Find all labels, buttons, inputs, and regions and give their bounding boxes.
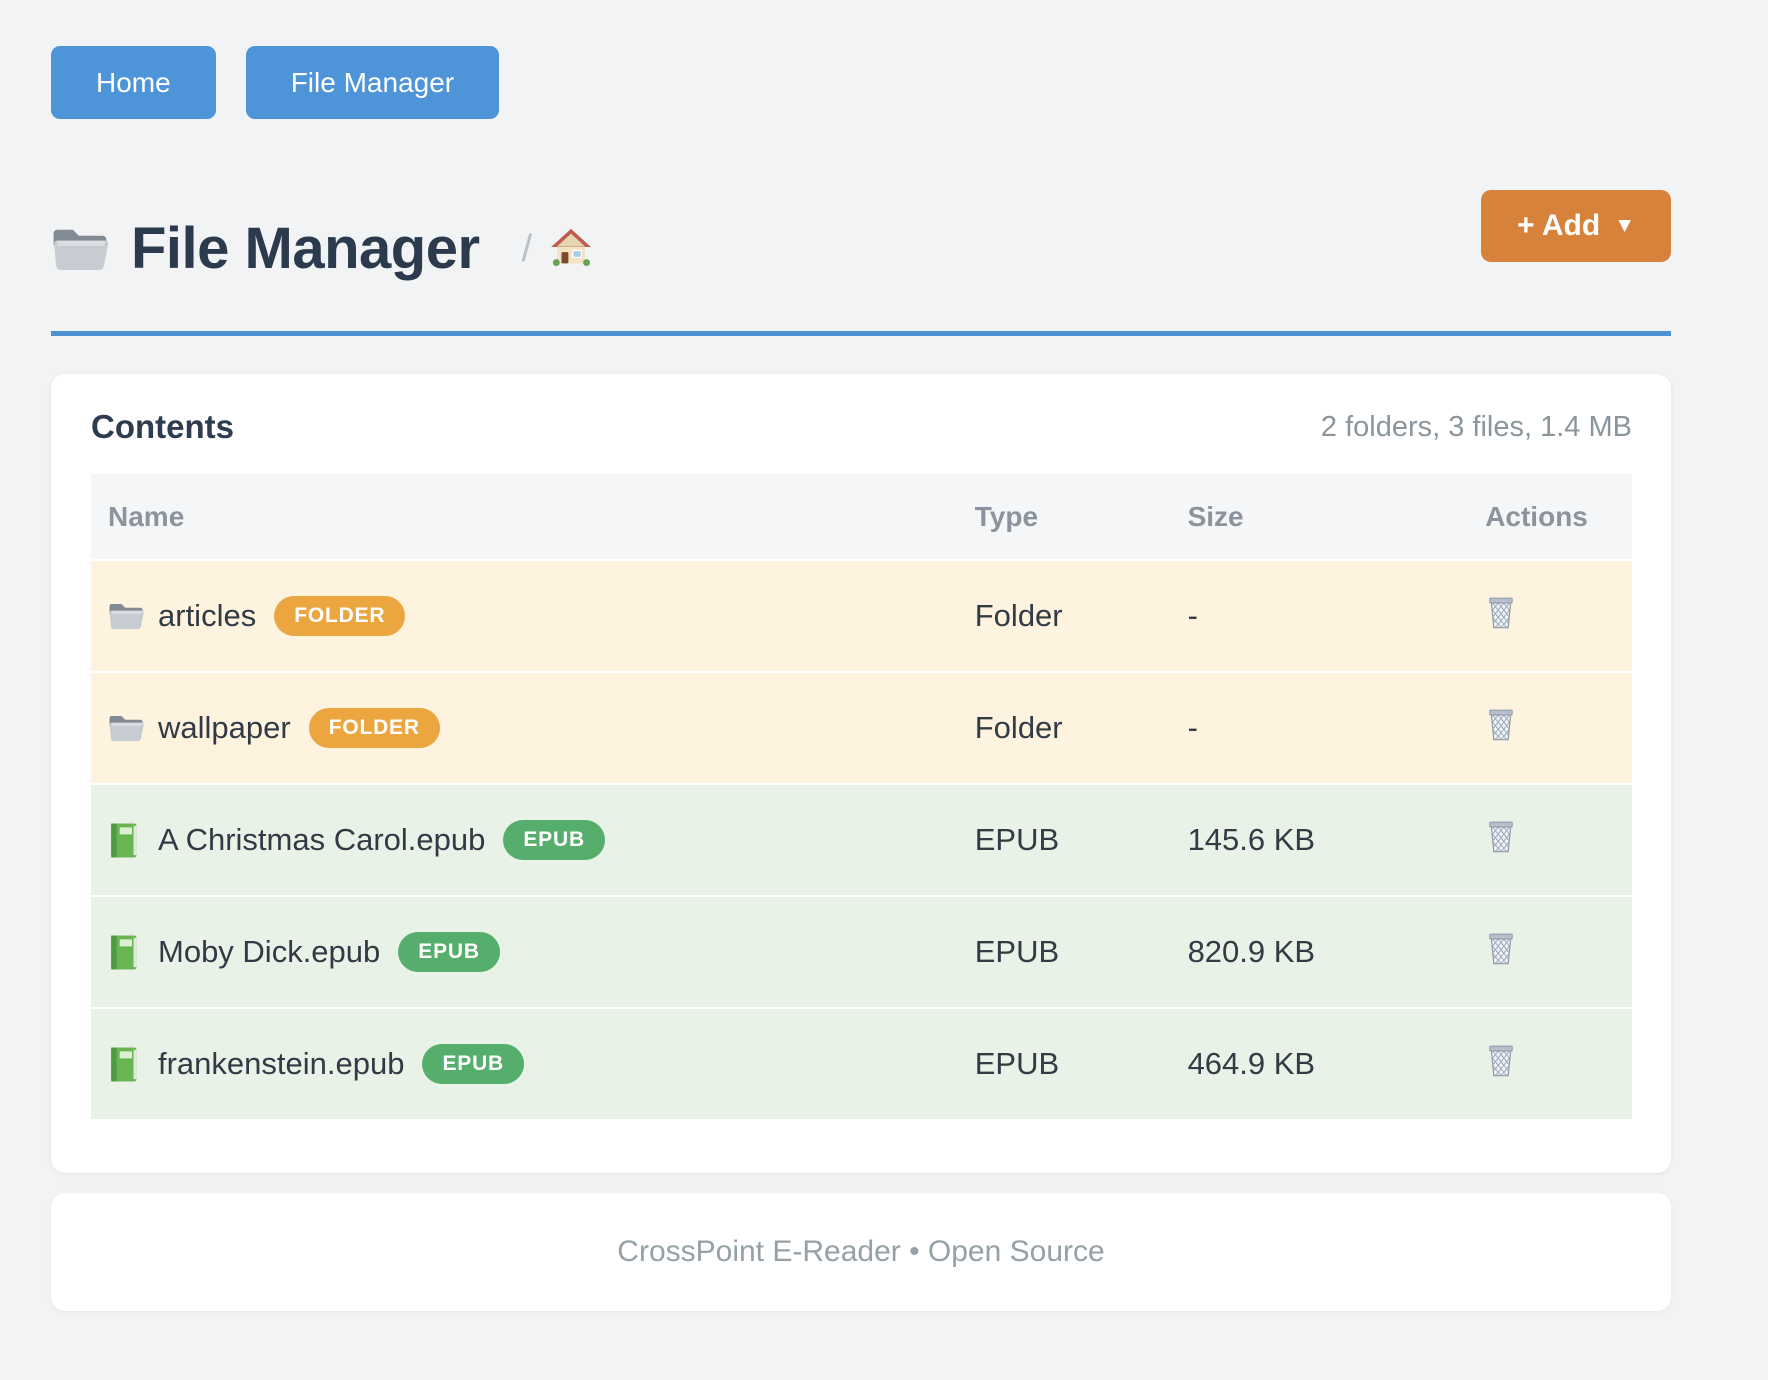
- breadcrumb-separator: /: [521, 227, 533, 270]
- footer-text: CrossPoint E-Reader • Open Source: [617, 1235, 1105, 1268]
- item-type: EPUB: [974, 1046, 1060, 1081]
- top-navigation: Home File Manager: [51, 0, 1671, 119]
- table-row: Moby Dick.epub EPUB EPUB 820.9 KB: [91, 896, 1632, 1008]
- column-header-size: Size: [1183, 474, 1471, 561]
- trash-icon: [1485, 930, 1517, 970]
- delete-button[interactable]: [1485, 818, 1517, 858]
- page-title: File Manager: [131, 216, 480, 281]
- type-badge: EPUB: [398, 932, 500, 972]
- item-size: 820.9 KB: [1187, 934, 1316, 969]
- item-type: Folder: [974, 710, 1063, 745]
- delete-button[interactable]: [1485, 930, 1517, 970]
- page-header: File Manager / + Add ▼: [51, 172, 1671, 281]
- book-icon: [108, 934, 144, 971]
- type-badge: FOLDER: [308, 708, 440, 748]
- title-divider: [51, 331, 1671, 336]
- folder-icon: [108, 710, 144, 747]
- table-row: A Christmas Carol.epub EPUB EPUB 145.6 K…: [91, 784, 1632, 896]
- type-badge: FOLDER: [274, 596, 406, 636]
- trash-icon: [1485, 818, 1517, 858]
- trash-icon: [1485, 706, 1517, 746]
- item-name[interactable]: Moby Dick.epub: [158, 934, 381, 969]
- item-size: -: [1187, 710, 1198, 745]
- item-size: 145.6 KB: [1187, 822, 1316, 857]
- delete-button[interactable]: [1485, 1042, 1517, 1082]
- delete-button[interactable]: [1485, 594, 1517, 634]
- contents-table: Name Type Size Actions: [91, 474, 1632, 1121]
- add-button-label: + Add: [1517, 209, 1601, 242]
- item-name[interactable]: wallpaper: [158, 710, 291, 745]
- item-size: -: [1187, 598, 1198, 633]
- book-icon: [108, 822, 144, 859]
- item-type: EPUB: [974, 822, 1060, 857]
- type-badge: EPUB: [503, 820, 605, 860]
- column-header-name: Name: [91, 474, 965, 561]
- table-header-row: Name Type Size Actions: [91, 474, 1632, 561]
- footer: CrossPoint E-Reader • Open Source: [51, 1193, 1671, 1311]
- item-type: EPUB: [974, 934, 1060, 969]
- item-name[interactable]: frankenstein.epub: [158, 1046, 405, 1081]
- trash-icon: [1485, 1042, 1517, 1082]
- folder-icon: [108, 598, 144, 635]
- trash-icon: [1485, 594, 1517, 634]
- item-name[interactable]: articles: [158, 598, 257, 633]
- add-button[interactable]: + Add ▼: [1481, 190, 1671, 262]
- folder-icon: [51, 225, 109, 273]
- item-size: 464.9 KB: [1187, 1046, 1316, 1081]
- table-body: articles FOLDER Folder -: [91, 560, 1632, 1120]
- nav-home-button[interactable]: Home: [51, 46, 216, 119]
- contents-card: Contents 2 folders, 3 files, 1.4 MB Name…: [51, 374, 1671, 1173]
- delete-button[interactable]: [1485, 706, 1517, 746]
- item-type: Folder: [974, 598, 1063, 633]
- house-icon: [550, 228, 592, 271]
- type-badge: EPUB: [422, 1044, 525, 1084]
- table-row: articles FOLDER Folder -: [91, 560, 1632, 672]
- chevron-down-icon: ▼: [1614, 214, 1635, 237]
- contents-title: Contents: [91, 408, 234, 445]
- breadcrumb-home-link[interactable]: [550, 228, 592, 271]
- contents-summary: 2 folders, 3 files, 1.4 MB: [1320, 410, 1632, 443]
- item-name[interactable]: A Christmas Carol.epub: [158, 822, 486, 857]
- column-header-actions: Actions: [1470, 474, 1632, 561]
- book-icon: [108, 1046, 144, 1083]
- column-header-type: Type: [964, 474, 1184, 561]
- table-row: wallpaper FOLDER Folder -: [91, 672, 1632, 784]
- nav-file-manager-button[interactable]: File Manager: [245, 46, 500, 119]
- table-row: frankenstein.epub EPUB EPUB 464.9 KB: [91, 1008, 1632, 1120]
